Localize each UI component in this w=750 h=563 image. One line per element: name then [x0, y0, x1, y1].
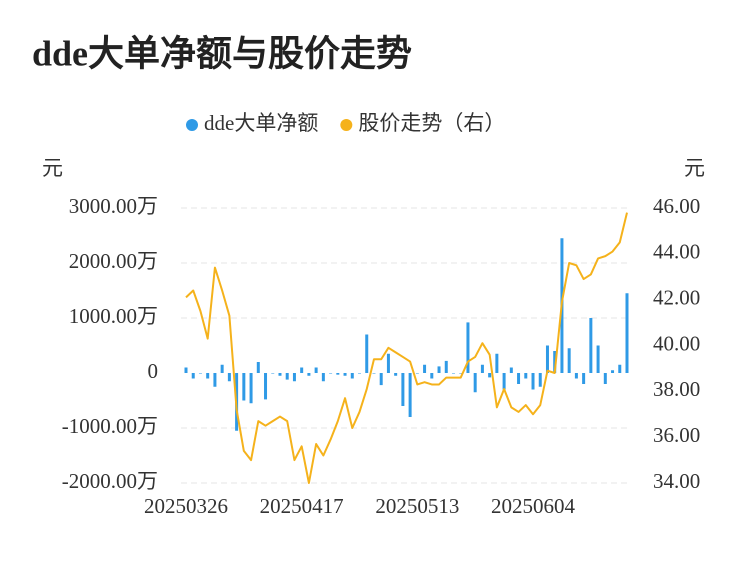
bar	[278, 373, 282, 376]
x-tick-label: 20250417	[260, 494, 344, 518]
bar	[300, 367, 304, 373]
bar	[444, 360, 448, 373]
bar	[589, 318, 593, 373]
y2-tick-label: 40.00	[653, 331, 700, 355]
bar	[198, 373, 202, 374]
bar	[343, 373, 347, 376]
bar	[285, 373, 289, 380]
bar	[582, 373, 586, 384]
bar	[524, 373, 528, 379]
bar	[256, 362, 260, 373]
bar	[415, 373, 419, 374]
bar	[292, 373, 296, 382]
bar	[191, 373, 195, 379]
y-tick-label: 1000.00万	[69, 304, 158, 328]
bar	[206, 373, 210, 379]
bar	[264, 373, 268, 400]
y2-tick-label: 46.00	[653, 194, 700, 218]
bar	[437, 366, 441, 373]
bar	[567, 348, 571, 373]
bar	[386, 353, 390, 373]
bar	[350, 373, 354, 379]
bar	[220, 364, 224, 373]
bar	[184, 367, 188, 373]
bar	[379, 373, 383, 386]
legend-label: dde大单净额	[204, 111, 318, 135]
bar	[336, 373, 340, 375]
bar	[372, 373, 376, 374]
bar	[495, 353, 499, 373]
y2-tick-label: 44.00	[653, 240, 700, 264]
bar	[509, 367, 513, 373]
bar	[502, 373, 506, 390]
bar	[394, 373, 398, 376]
x-tick-label: 20250604	[491, 494, 576, 518]
y2-tick-label: 36.00	[653, 423, 700, 447]
bar	[358, 373, 362, 374]
bar	[553, 351, 557, 373]
bar	[611, 370, 615, 373]
bar	[242, 373, 246, 401]
bar	[480, 364, 484, 373]
bar	[227, 373, 231, 382]
bar	[488, 373, 492, 378]
bar	[618, 364, 622, 373]
bar	[459, 373, 463, 374]
y2-tick-label: 38.00	[653, 377, 700, 401]
bar	[423, 364, 427, 373]
x-tick-label: 20250326	[144, 494, 228, 518]
bar	[307, 373, 311, 376]
price-line	[185, 212, 628, 484]
y-tick-label: 3000.00万	[69, 194, 158, 218]
chart-title: dde大单净额与股价走势	[32, 33, 412, 73]
bar	[321, 373, 325, 382]
bar	[603, 373, 607, 384]
bar	[574, 373, 578, 379]
y-tick-label: 0	[148, 359, 159, 383]
bar	[538, 373, 542, 387]
bar	[213, 373, 217, 387]
bar	[517, 373, 521, 384]
bar	[430, 373, 434, 379]
bar	[531, 373, 535, 390]
y-tick-label: -1000.00万	[62, 414, 158, 438]
x-tick-label: 20250513	[375, 494, 459, 518]
bar	[329, 373, 333, 374]
bar	[545, 345, 549, 373]
bar	[625, 293, 629, 373]
bar	[408, 373, 412, 417]
legend-marker	[186, 119, 198, 131]
bar	[401, 373, 405, 406]
bar	[365, 334, 369, 373]
y2-tick-label: 34.00	[653, 469, 700, 493]
y-tick-label: -2000.00万	[62, 469, 158, 493]
legend-marker	[340, 119, 353, 131]
bar	[314, 367, 318, 373]
bar	[271, 373, 275, 374]
bar	[466, 322, 470, 373]
bar	[473, 373, 477, 393]
bar	[249, 373, 253, 404]
y-tick-label: 2000.00万	[69, 249, 158, 273]
y2-tick-label: 42.00	[653, 285, 700, 309]
bar	[451, 373, 455, 374]
y2-axis-label: 元	[684, 156, 705, 180]
y-axis-label: 元	[42, 156, 63, 180]
bar	[596, 345, 600, 373]
legend-label: 股价走势（右）	[358, 111, 505, 135]
